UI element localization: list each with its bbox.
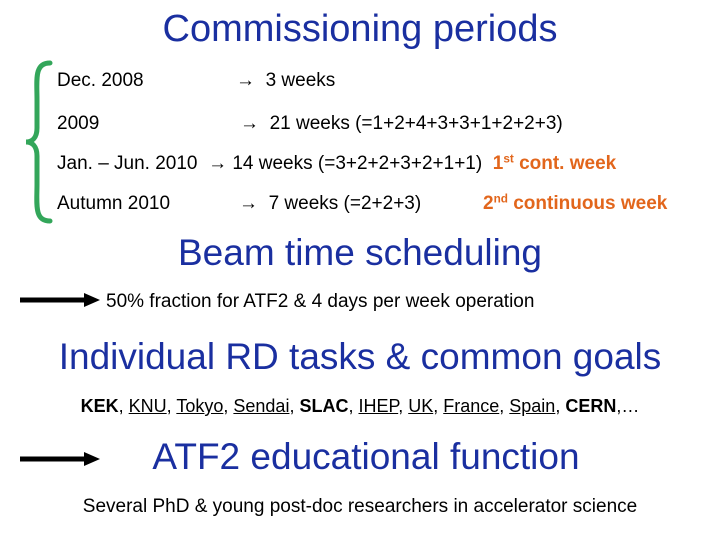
institute-ellipsis: ,…: [616, 396, 640, 416]
institute-tokyo[interactable]: Tokyo: [176, 396, 224, 416]
period-label: Jan. – Jun. 2010: [57, 153, 198, 174]
slide-title: Commissioning periods: [162, 8, 558, 50]
arrow-right-icon: →: [208, 153, 228, 174]
section-heading-rd: Individual RD tasks & common goals: [58, 336, 662, 377]
period-duration-autumn-2010: → 7 weeks (=2+2+3): [239, 193, 421, 215]
period-row-2009: 2009: [57, 113, 99, 135]
period-row-dec-2008: Dec. 2008: [57, 70, 144, 92]
brace-icon: [25, 60, 53, 224]
arrow-right-icon: [20, 293, 100, 307]
period-duration-dec-2008: → 3 weeks: [236, 70, 335, 92]
institute-slac: SLAC: [299, 396, 349, 416]
section-heading-beam: Beam time scheduling: [177, 232, 543, 273]
period-row-autumn-2010: Autumn 2010: [57, 193, 170, 215]
period-duration: 3 weeks: [265, 70, 336, 91]
arrow-right-icon: →: [239, 193, 258, 214]
institute-knu[interactable]: KNU: [128, 396, 167, 416]
edu-text: Several PhD & young post-doc researchers…: [82, 496, 638, 517]
period-label: 2009: [57, 113, 100, 134]
institute-france[interactable]: France: [443, 396, 500, 416]
period-label: Dec. 2008: [57, 70, 144, 91]
institute-spain[interactable]: Spain: [509, 396, 556, 416]
period-label: Autumn 2010: [57, 193, 171, 214]
institute-sendai[interactable]: Sendai: [233, 396, 290, 416]
period-duration-2009: → 21 weeks (=1+2+4+3+3+1+2+2+3): [240, 113, 563, 135]
arrow-right-icon: →: [240, 113, 259, 134]
institute-kek: KEK: [80, 396, 119, 416]
arrow-right-icon: →: [236, 70, 255, 91]
institute-list: KEK, KNU, Tokyo, Sendai, SLAC, IHEP, UK,…: [80, 396, 640, 416]
continuity-note: 1st cont. week: [492, 152, 617, 174]
beam-text: 50% fraction for ATF2 & 4 days per week …: [106, 291, 535, 312]
institute-uk[interactable]: UK: [408, 396, 434, 416]
period-duration: 7 weeks (=2+2+3): [268, 193, 422, 214]
period-duration: 21 weeks (=1+2+4+3+3+1+2+2+3): [269, 113, 563, 134]
period-row-2010: Jan. – Jun. 2010 → 14 weeks (=3+2+2+3+2+…: [57, 153, 616, 175]
institute-ihep[interactable]: IHEP: [358, 396, 399, 416]
period-duration: 14 weeks (=3+2+2+3+2+1+1): [232, 153, 483, 174]
institute-cern: CERN: [565, 396, 617, 416]
arrow-right-icon: [20, 452, 100, 466]
continuity-note: 2nd continuous week: [483, 192, 668, 214]
section-heading-edu: ATF2 educational function: [152, 436, 580, 477]
